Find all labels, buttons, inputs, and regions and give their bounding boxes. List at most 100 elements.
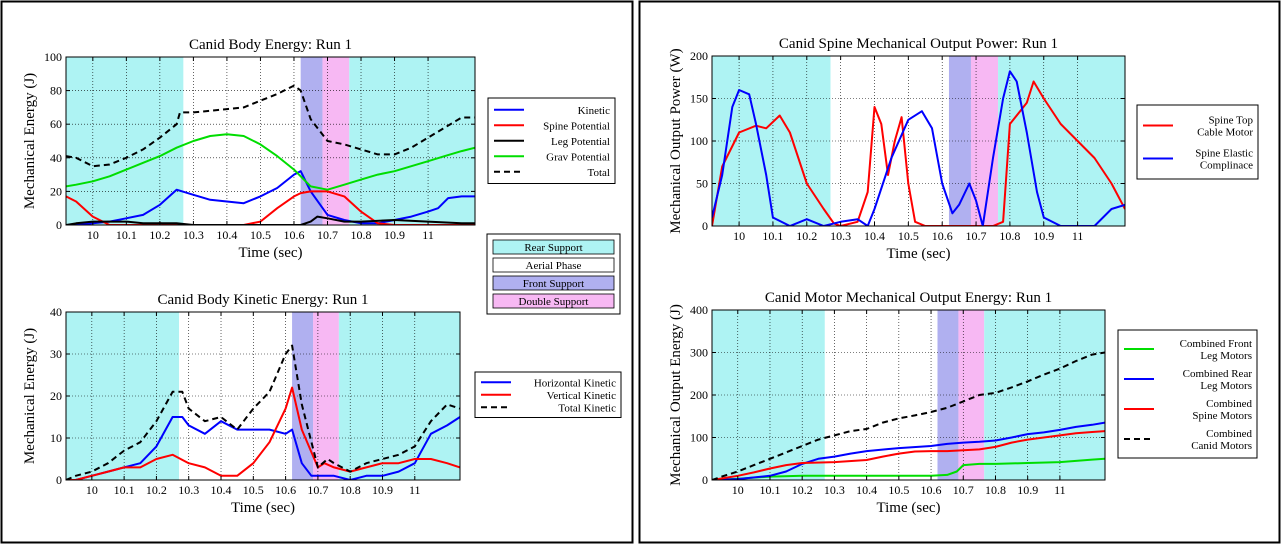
y-axis-label: Mechanical Output Energy (J) — [668, 304, 684, 486]
legend-label-1: Kinetic — [578, 105, 610, 117]
legend-label-line: Vertical Kinetic — [547, 390, 616, 402]
legend-label-4: Combined Canid Motors — [1191, 428, 1252, 452]
x-tick-label: 10 — [87, 228, 99, 242]
y-tick-label: 100 — [44, 50, 62, 64]
x-tick-label: 10.1 — [116, 228, 137, 242]
legend-label-5: Total — [588, 167, 610, 179]
x-tick-label: 10.5 — [888, 483, 909, 497]
x-tick-label: 10.4 — [864, 229, 885, 243]
legend-label-line: Spine Top — [1208, 115, 1253, 127]
phase-band — [712, 310, 825, 480]
x-tick-label: 10.4 — [211, 483, 232, 497]
chart-title: Canid Body Kinetic Energy: Run 1 — [158, 292, 369, 308]
y-tick-label: 20 — [50, 184, 62, 198]
series-line-3 — [712, 430, 1105, 480]
x-tick-label: 10.6 — [283, 228, 304, 242]
y-tick-label: 50 — [696, 177, 708, 191]
legend-label-1: Combined Front Leg Motors — [1180, 338, 1252, 362]
legend-label-line: Spine Potential — [543, 120, 610, 132]
legend-label-1: Spine Top Cable Motor — [1197, 115, 1253, 139]
series-line-3 — [66, 344, 460, 480]
x-tick-label: 10.5 — [250, 228, 271, 242]
y-tick-label: 200 — [690, 49, 708, 63]
x-tick-label: 11 — [409, 483, 421, 497]
y-tick-label: 40 — [50, 305, 62, 319]
y-tick-label: 100 — [690, 134, 708, 148]
series-line-2 — [712, 421, 1105, 480]
legend-label-line: Horizontal Kinetic — [534, 377, 616, 389]
series-legend: Kinetic Spine Potential Leg Potential Grav … — [487, 97, 616, 184]
phase-swatch-1 — [492, 239, 615, 255]
chart-title: Canid Body Energy: Run 1 — [189, 37, 352, 53]
x-tick-label: 10.7 — [317, 228, 338, 242]
legend-label-3: Leg Potential — [551, 136, 610, 148]
x-tick-label: 10.3 — [830, 229, 851, 243]
phase-band — [948, 56, 971, 226]
x-tick-label: 10.9 — [372, 483, 393, 497]
legend-label-line: Combined Front — [1180, 338, 1252, 350]
y-tick-label: 20 — [50, 389, 62, 403]
legend-label-line: Leg Potential — [551, 136, 610, 148]
y-axis-label: Mechanical Output Power (W) — [668, 48, 684, 233]
phase-label-4: Double Support — [519, 296, 589, 308]
series-line-1 — [712, 457, 1105, 480]
x-tick-label: 10.6 — [932, 229, 953, 243]
x-tick-label: 10.7 — [966, 229, 987, 243]
phase-swatch-3 — [492, 275, 615, 291]
x-tick-label: 10.1 — [762, 229, 783, 243]
x-tick-label: 10.8 — [985, 483, 1006, 497]
right-panel-frame — [638, 0, 1281, 544]
series-line-2 — [66, 190, 475, 225]
legend-label-line: Combined — [1206, 398, 1252, 410]
x-tick-label: 10.4 — [856, 483, 877, 497]
chart-4: 10 10.1 10.2 10.3 10.4 10.5 10.6 10.7 10.8 10.9 11… — [668, 290, 1258, 516]
x-tick-label: 10 — [733, 229, 745, 243]
phase-band — [313, 312, 339, 480]
legend-label-2: Spine Elastic Complinace — [1195, 148, 1253, 172]
legend-label-line: Total — [588, 167, 610, 179]
x-tick-label: 10.9 — [1017, 483, 1038, 497]
legend-label-3: Total Kinetic — [558, 402, 616, 414]
legend-label-2: Vertical Kinetic — [547, 390, 616, 402]
x-tick-label: 10 — [732, 483, 744, 497]
phase-swatch-2 — [492, 257, 615, 273]
series-line-2 — [712, 70, 1125, 226]
series-line-1 — [712, 80, 1125, 226]
y-tick-label: 100 — [690, 431, 708, 445]
x-tick-label: 10.4 — [216, 228, 237, 242]
phase-band — [998, 56, 1125, 226]
x-tick-label: 11 — [1054, 483, 1066, 497]
y-axis-label: Mechanical Energy (J) — [22, 73, 38, 209]
legend-label-line: Combined — [1206, 428, 1252, 440]
legend-label-line: Cable Motor — [1197, 127, 1253, 139]
legend-label-3: Combined Spine Motors — [1192, 398, 1252, 422]
series-line-3 — [66, 215, 475, 225]
x-tick-label: 10.3 — [824, 483, 845, 497]
x-tick-label: 10.2 — [796, 229, 817, 243]
x-axis-label: Time (sec) — [876, 500, 940, 516]
legend-box — [1136, 104, 1259, 180]
phase-label-3: Front Support — [523, 278, 584, 290]
legend-label-line: Leg Motors — [1200, 350, 1252, 362]
y-axis-label: Mechanical Energy (J) — [22, 328, 38, 464]
y-tick-label: 80 — [50, 84, 62, 98]
series-line-4 — [712, 351, 1105, 480]
y-tick-label: 10 — [50, 431, 62, 445]
legend-label-line: Spine Elastic — [1195, 148, 1253, 160]
phase-label-2: Aerial Phase — [526, 260, 582, 272]
series-group — [66, 344, 460, 480]
phase-band — [66, 57, 184, 225]
x-axis-label: Time (sec) — [238, 245, 302, 261]
series-line-4 — [66, 133, 475, 191]
legend-label-line: Grav Potential — [546, 151, 610, 163]
chart-3: 10 10.1 10.2 10.3 10.4 10.5 10.6 10.7 10.8 10.9 11… — [668, 36, 1259, 262]
y-tick-label: 0 — [702, 473, 708, 487]
x-tick-label: 11 — [1072, 229, 1084, 243]
x-tick-label: 10.8 — [351, 228, 372, 242]
y-tick-label: 0 — [56, 218, 62, 232]
x-tick-label: 10.2 — [146, 483, 167, 497]
x-tick-label: 10.2 — [792, 483, 813, 497]
y-tick-label: 0 — [702, 219, 708, 233]
y-tick-label: 300 — [690, 346, 708, 360]
series-line-1 — [66, 416, 460, 480]
